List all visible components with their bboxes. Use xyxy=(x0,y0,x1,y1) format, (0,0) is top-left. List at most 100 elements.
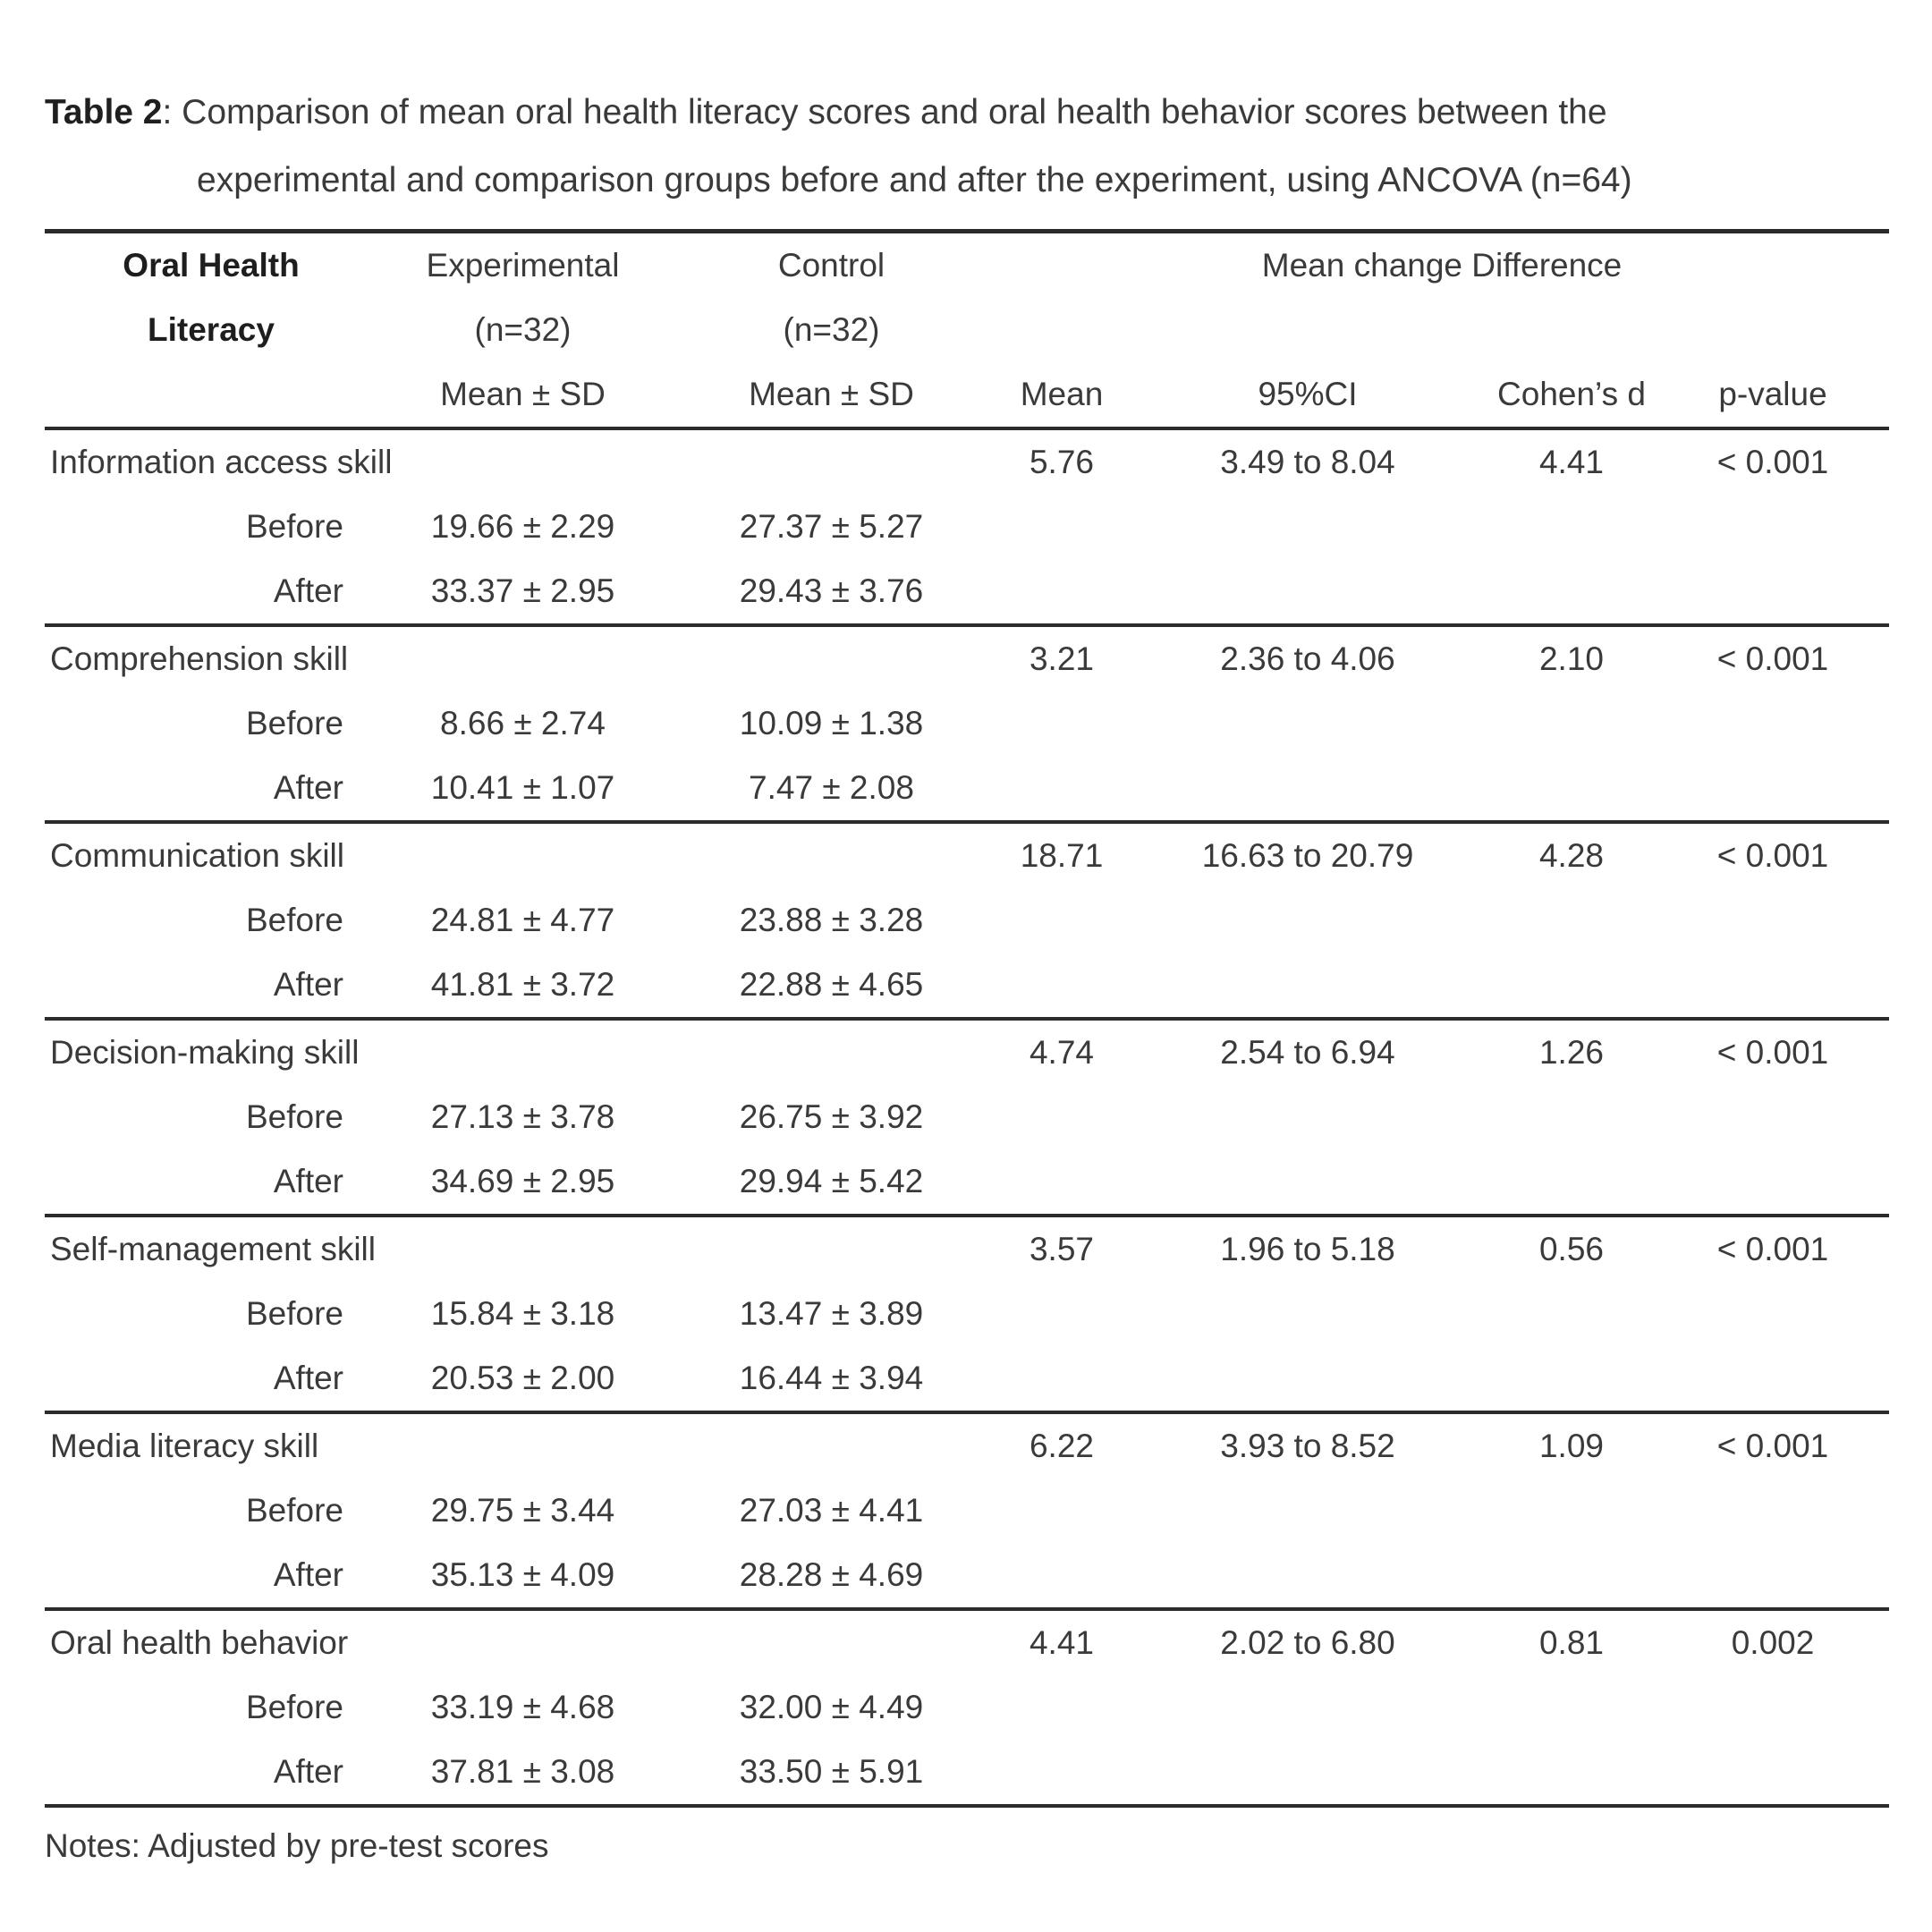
section-skill-row: Communication skill 18.71 16.63 to 20.79 4.… xyxy=(45,822,1889,888)
after-label: After xyxy=(45,1346,377,1414)
empty-cell xyxy=(995,1543,1890,1611)
cohens-d-value: 1.26 xyxy=(1538,1034,1604,1071)
section-before-row: Before 33.19 ± 4.68 32.00 ± 4.49 xyxy=(45,1675,1889,1740)
experimental-after-value: 20.53 ± 2.00 xyxy=(377,1346,668,1414)
section-before-row: Before 8.66 ± 2.74 10.09 ± 1.38 xyxy=(45,691,1889,756)
empty-cell xyxy=(995,1085,1889,1149)
ci-value: 2.36 to 4.06 xyxy=(1220,640,1395,677)
ci-value: 3.49 to 8.04 xyxy=(1220,444,1395,480)
col-header-literacy: Literacy xyxy=(148,311,275,348)
header-row-3: Mean ± SD Mean ± SD Mean 95%CI Cohen’s d… xyxy=(45,362,1890,430)
experimental-before-value: 15.84 ± 3.18 xyxy=(430,1295,615,1332)
section-after-row: After 37.81 ± 3.08 33.50 ± 5.91 xyxy=(45,1740,1890,1808)
mean-change-value: 6.22 xyxy=(1029,1428,1094,1464)
empty-cell xyxy=(995,1479,1889,1543)
header-spacer xyxy=(995,298,1889,362)
skill-label: Media literacy skill xyxy=(50,1428,319,1464)
skill-label: Oral health behavior xyxy=(50,1624,349,1661)
col-header-cohens-d: Cohen’s d xyxy=(1487,362,1657,430)
skill-label: Communication skill xyxy=(50,837,344,874)
ci-value: 1.96 to 5.18 xyxy=(1220,1231,1395,1267)
section-after-row: After 41.81 ± 3.72 22.88 ± 4.65 xyxy=(45,953,1890,1021)
ci-value: 3.93 to 8.52 xyxy=(1220,1428,1395,1464)
p-value: < 0.001 xyxy=(1716,1231,1829,1267)
section-before-row: Before 24.81 ± 4.77 23.88 ± 3.28 xyxy=(45,888,1889,953)
control-before-value: 13.47 ± 3.89 xyxy=(739,1295,924,1332)
col-header-experimental-n: (n=32) xyxy=(474,311,572,348)
skill-label: Comprehension skill xyxy=(50,640,349,677)
caption-text-line1: : Comparison of mean oral health literac… xyxy=(162,93,1607,131)
control-before-value: 27.03 ± 4.41 xyxy=(739,1492,924,1529)
p-value: < 0.001 xyxy=(1716,640,1829,677)
skill-label: Information access skill xyxy=(50,444,393,480)
empty-cell xyxy=(995,691,1889,756)
section-after-row: After 10.41 ± 1.07 7.47 ± 2.08 xyxy=(45,756,1890,824)
ci-value: 2.02 to 6.80 xyxy=(1220,1624,1395,1661)
after-label: After xyxy=(45,559,377,627)
p-value: < 0.001 xyxy=(1716,444,1829,480)
p-value: < 0.001 xyxy=(1716,1034,1829,1071)
ci-value: 16.63 to 20.79 xyxy=(1201,837,1414,874)
col-header-95ci: 95%CI xyxy=(1129,362,1487,430)
control-after-value: 7.47 ± 2.08 xyxy=(668,756,995,824)
before-label: Before xyxy=(245,1295,343,1332)
empty-cell xyxy=(995,495,1889,559)
section-after-row: After 33.37 ± 2.95 29.43 ± 3.76 xyxy=(45,559,1890,627)
experimental-before-value: 24.81 ± 4.77 xyxy=(430,902,615,938)
section-after-row: After 35.13 ± 4.09 28.28 ± 4.69 xyxy=(45,1543,1890,1611)
after-label: After xyxy=(45,756,377,824)
section-skill-row: Oral health behavior 4.41 2.02 to 6.80 0.81… xyxy=(45,1609,1889,1675)
control-before-value: 32.00 ± 4.49 xyxy=(739,1689,924,1725)
control-after-value: 28.28 ± 4.69 xyxy=(668,1543,995,1611)
control-before-value: 27.37 ± 5.27 xyxy=(739,508,924,545)
empty-cell xyxy=(995,1346,1890,1414)
control-after-value: 22.88 ± 4.65 xyxy=(668,953,995,1021)
experimental-after-value: 33.37 ± 2.95 xyxy=(377,559,668,627)
table-body: Information access skill 5.76 3.49 to 8.04… xyxy=(45,428,1890,1808)
empty-cell xyxy=(995,1282,1889,1346)
mean-change-value: 3.57 xyxy=(1029,1231,1094,1267)
header-row-2: Literacy (n=32) (n=32) xyxy=(45,298,1889,362)
empty-cell xyxy=(995,953,1890,1021)
before-label: Before xyxy=(245,705,343,741)
section-skill-row: Information access skill 5.76 3.49 to 8.04… xyxy=(45,428,1889,495)
table-caption: Table 2: Comparison of mean oral health … xyxy=(45,79,1889,215)
experimental-before-value: 19.66 ± 2.29 xyxy=(430,508,615,545)
section-before-row: Before 19.66 ± 2.29 27.37 ± 5.27 xyxy=(45,495,1889,559)
after-label: After xyxy=(45,953,377,1021)
col-header-oral-health: Oral Health xyxy=(123,247,300,284)
mean-change-value: 4.74 xyxy=(1029,1034,1094,1071)
p-value: 0.002 xyxy=(1731,1624,1815,1661)
control-before-value: 23.88 ± 3.28 xyxy=(739,902,924,938)
experimental-before-value: 33.19 ± 4.68 xyxy=(430,1689,615,1725)
col-header-control: Control xyxy=(777,247,886,284)
caption-line1: Table 2: Comparison of mean oral health … xyxy=(45,79,1889,147)
col-header-control-mean-sd: Mean ± SD xyxy=(668,362,995,430)
section-before-row: Before 15.84 ± 3.18 13.47 ± 3.89 xyxy=(45,1282,1889,1346)
cohens-d-value: 0.81 xyxy=(1538,1624,1604,1661)
control-after-value: 16.44 ± 3.94 xyxy=(668,1346,995,1414)
section-before-row: Before 27.13 ± 3.78 26.75 ± 3.92 xyxy=(45,1085,1889,1149)
experimental-after-value: 41.81 ± 3.72 xyxy=(377,953,668,1021)
section-skill-row: Decision-making skill 4.74 2.54 to 6.94 1.2… xyxy=(45,1019,1889,1085)
col-header-control-n: (n=32) xyxy=(783,311,880,348)
empty-cell xyxy=(995,756,1890,824)
empty-cell xyxy=(995,888,1889,953)
ancova-comparison-table: Oral Health Experimental Control Mean ch… xyxy=(45,229,1890,1808)
header-row-1: Oral Health Experimental Control Mean ch… xyxy=(45,232,1889,299)
control-before-value: 10.09 ± 1.38 xyxy=(739,705,924,741)
before-label: Before xyxy=(245,508,343,545)
after-label: After xyxy=(45,1740,377,1808)
p-value: < 0.001 xyxy=(1716,837,1829,874)
before-label: Before xyxy=(245,1098,343,1135)
section-skill-row: Self-management skill 3.57 1.96 to 5.18 0.5… xyxy=(45,1216,1889,1282)
section-after-row: After 20.53 ± 2.00 16.44 ± 3.94 xyxy=(45,1346,1890,1414)
before-label: Before xyxy=(245,1492,343,1529)
experimental-before-value: 29.75 ± 3.44 xyxy=(430,1492,615,1529)
cohens-d-value: 0.56 xyxy=(1538,1231,1604,1267)
table-notes: Notes: Adjusted by pre-test scores xyxy=(45,1827,549,1864)
mean-change-value: 18.71 xyxy=(1020,837,1104,874)
col-header-p-value: p-value xyxy=(1657,362,1890,430)
table-header: Oral Health Experimental Control Mean ch… xyxy=(45,232,1890,430)
group-header-mean-change-difference: Mean change Difference xyxy=(1261,247,1623,284)
